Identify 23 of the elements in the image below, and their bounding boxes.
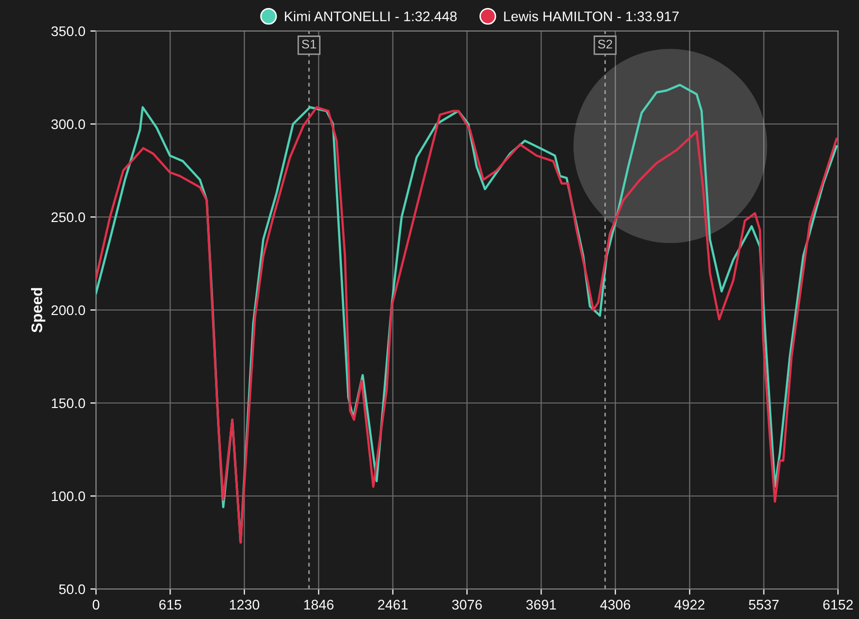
legend-label: Kimi ANTONELLI - 1:32.448 — [284, 11, 457, 22]
x-tick-label: 4306 — [600, 600, 630, 610]
x-tick-label: 0 — [92, 600, 100, 610]
y-tick-label: 150.0 — [52, 398, 86, 408]
x-tick-label: 1846 — [304, 600, 334, 610]
x-tick-label: 5537 — [748, 600, 779, 610]
x-tick-label: 3691 — [526, 600, 556, 610]
y-tick-label: 250.0 — [52, 212, 86, 222]
y-tick-label: 100.0 — [52, 491, 86, 502]
x-tick-label: 2461 — [378, 600, 408, 610]
ref-line-label: S2 — [598, 40, 612, 49]
legend-label: Lewis HAMILTON - 1:33.917 — [504, 11, 679, 22]
x-tick-label: 1230 — [230, 600, 260, 610]
y-tick-label: 350.0 — [51, 26, 86, 36]
x-tick-label: 3076 — [452, 600, 482, 610]
y-tick-label: 300.0 — [51, 119, 86, 130]
x-tick-label: 6152 — [823, 600, 853, 610]
y-tick-label: 200.0 — [52, 305, 86, 316]
y-axis-title: Speed — [31, 288, 46, 332]
y-tick-label: 50.0 — [59, 584, 86, 594]
ref-line-label: S1 — [302, 40, 316, 49]
x-tick-label: 615 — [159, 600, 182, 610]
x-tick-label: 4922 — [674, 600, 704, 610]
